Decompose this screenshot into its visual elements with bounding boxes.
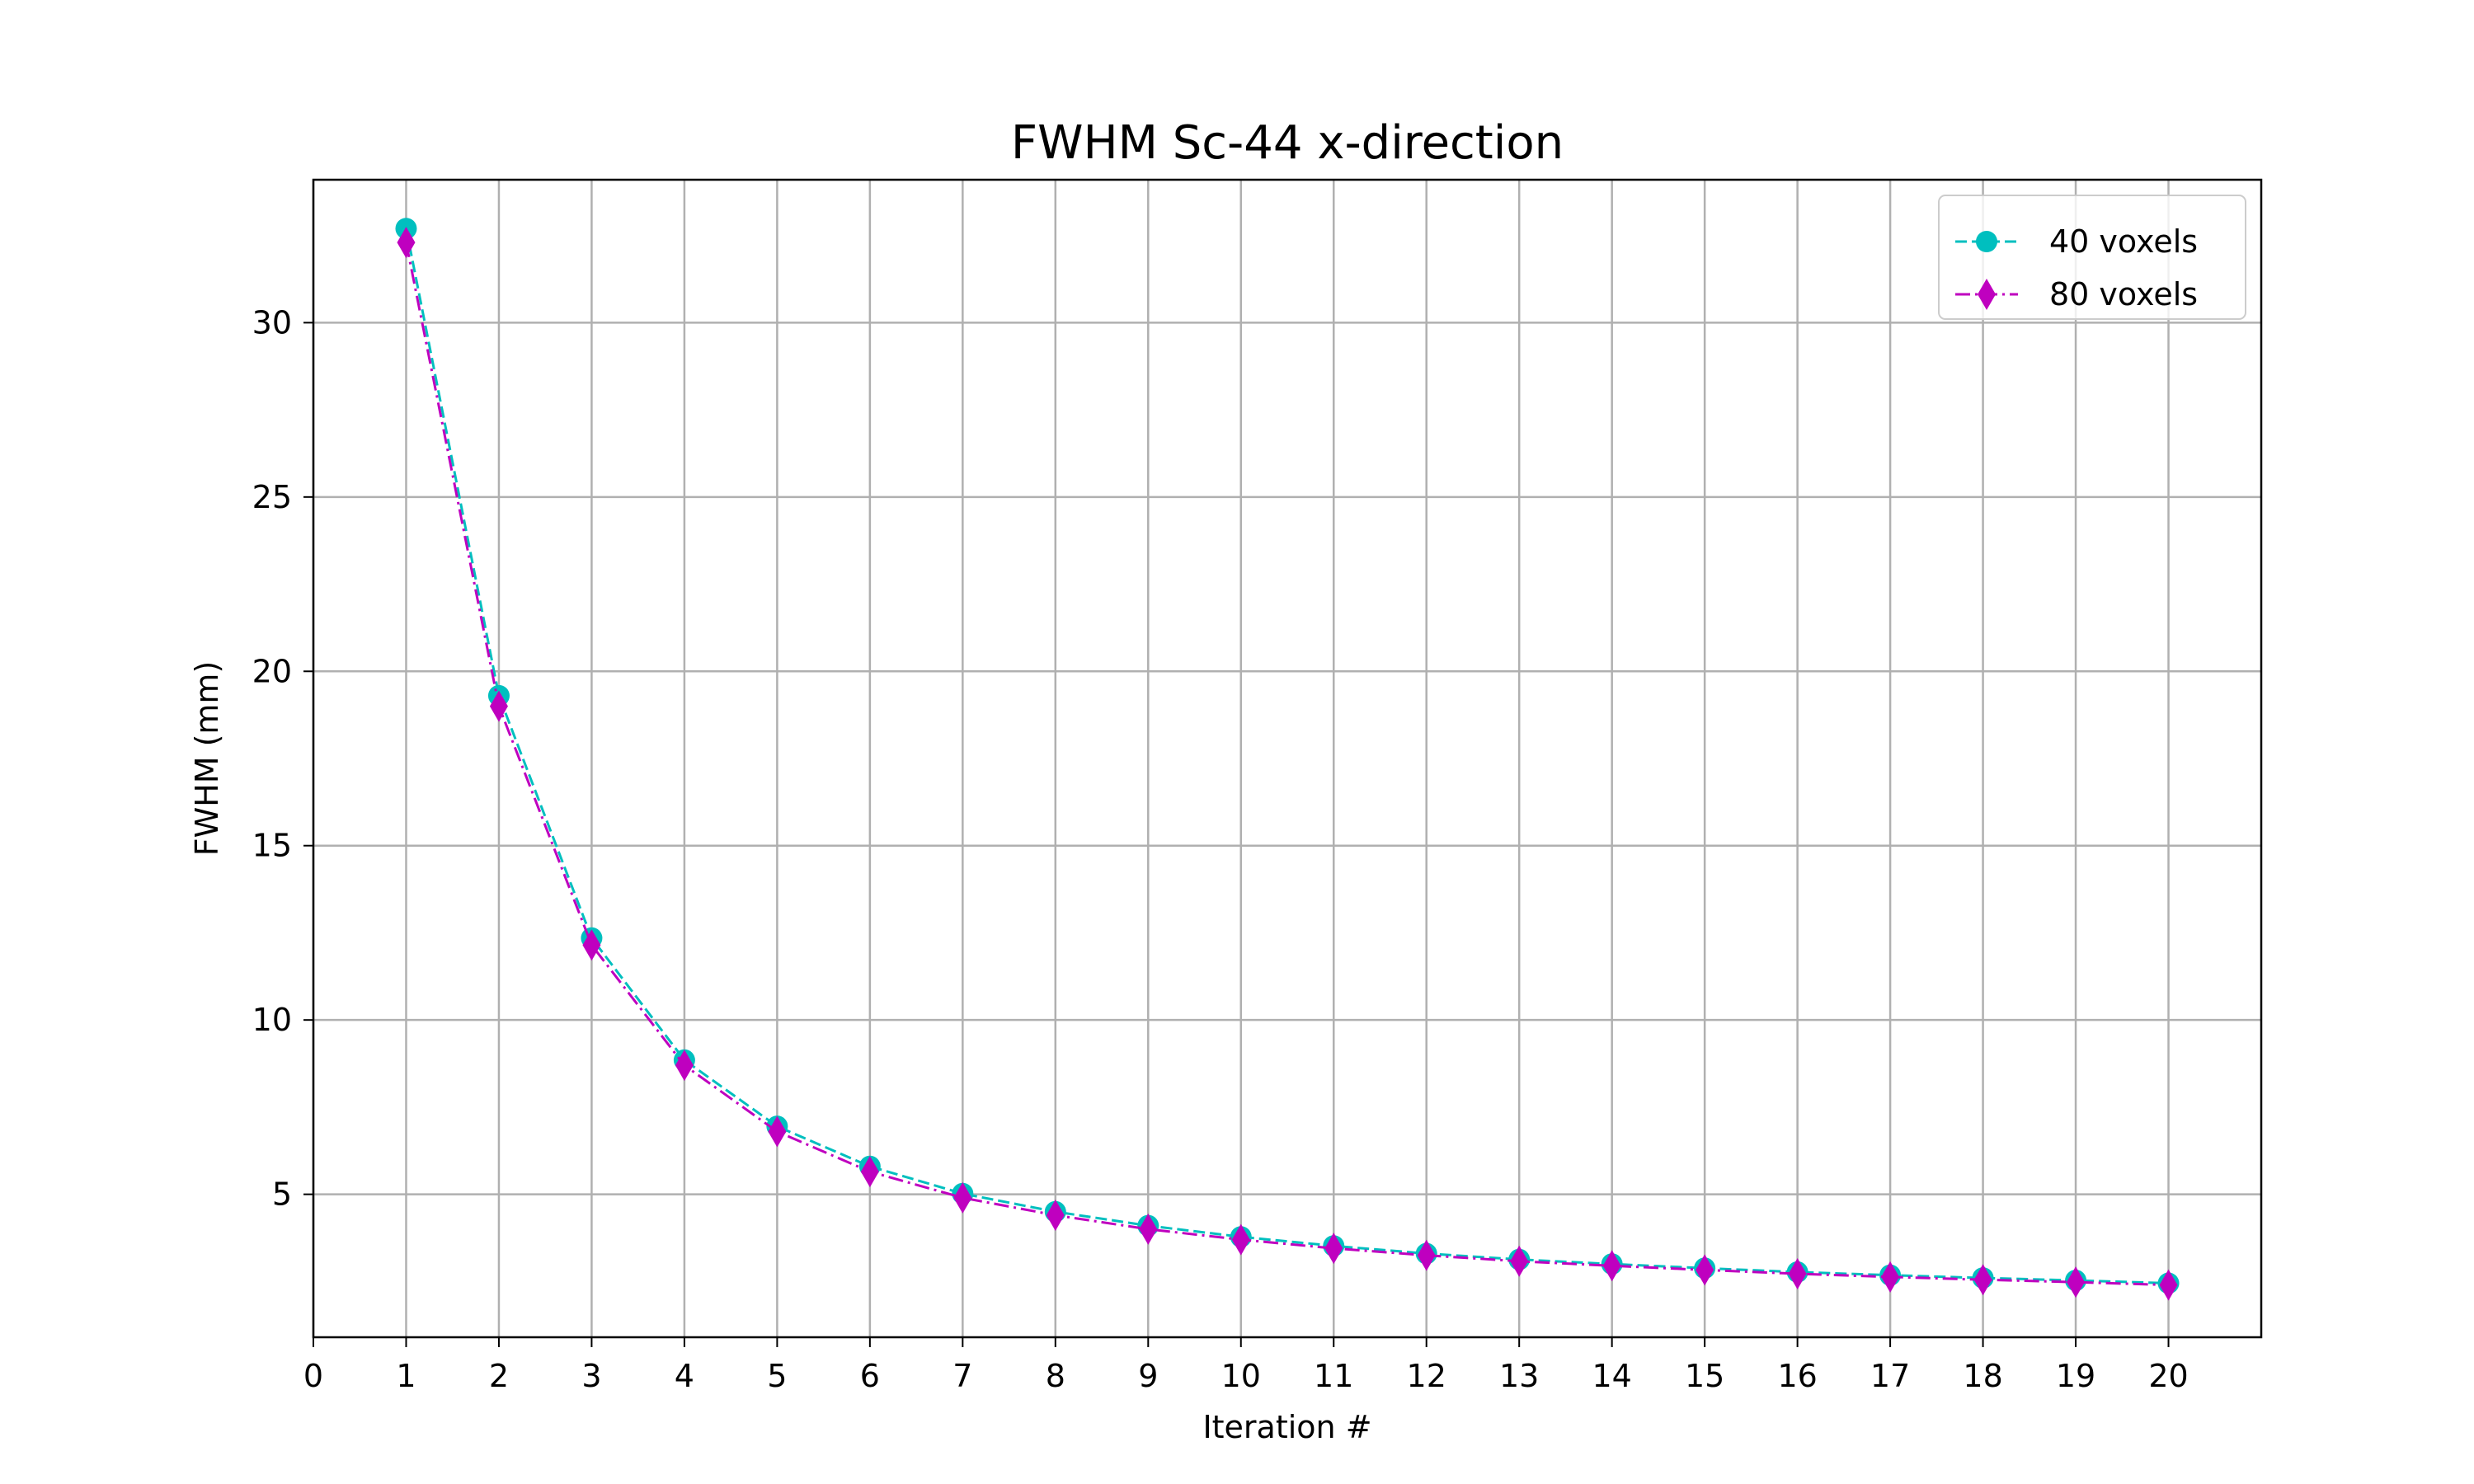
data-point (1976, 231, 1997, 252)
y-tick-label: 15 (252, 828, 292, 864)
data-point (953, 1181, 972, 1214)
y-tick-label: 5 (272, 1176, 292, 1213)
series-line (405, 228, 2169, 1284)
x-tick-label: 2 (489, 1358, 509, 1394)
y-tick-label: 25 (252, 479, 292, 515)
x-tick-label: 8 (1046, 1358, 1065, 1394)
data-point (768, 1115, 787, 1148)
x-tick-label: 3 (581, 1358, 601, 1394)
data-point (1978, 279, 1996, 310)
x-axis-label: Iteration # (1202, 1409, 1371, 1445)
x-tick-label: 1 (396, 1358, 416, 1394)
data-point (675, 1050, 694, 1082)
data-point (1510, 1245, 1529, 1277)
x-tick-label: 9 (1138, 1358, 1158, 1394)
chart-title: FWHM Sc-44 x-direction (1011, 116, 1564, 170)
y-tick-label: 10 (252, 1002, 292, 1038)
x-tick-label: 12 (1407, 1358, 1446, 1394)
y-tick-label: 30 (252, 304, 292, 340)
x-tick-label: 6 (860, 1358, 880, 1394)
legend-label: 80 voxels (2049, 276, 2198, 312)
grid (312, 180, 2261, 1337)
data-point (1788, 1258, 1807, 1290)
y-axis-label: FWHM (mm) (189, 661, 225, 857)
plot-frame (312, 178, 2263, 1339)
x-tick-label: 18 (1963, 1358, 2002, 1394)
x-tick-label: 17 (1870, 1358, 1910, 1394)
x-tick-label: 15 (1685, 1358, 1724, 1394)
x-tick-label: 0 (303, 1358, 323, 1394)
x-tick-label: 19 (2056, 1358, 2095, 1394)
data-point (1231, 1223, 1250, 1256)
legend-item: 80 voxels (1955, 276, 2198, 312)
data-point (1324, 1233, 1343, 1265)
x-tick-label: 13 (1499, 1358, 1539, 1394)
data-point (860, 1156, 879, 1188)
data-point (1881, 1261, 1900, 1293)
data-point (582, 929, 601, 961)
data-point (1602, 1250, 1621, 1282)
data-point (2067, 1266, 2086, 1298)
data-point (397, 227, 416, 259)
x-tick-label: 11 (1314, 1358, 1353, 1394)
x-tick-label: 16 (1777, 1358, 1817, 1394)
legend-label: 40 voxels (2049, 223, 2198, 260)
data-point (1139, 1213, 1158, 1245)
x-tick-label: 14 (1592, 1358, 1631, 1394)
y-tick-label: 20 (252, 653, 292, 689)
data-point (1973, 1264, 1992, 1296)
x-tick-label: 20 (2148, 1358, 2188, 1394)
x-tick-label: 7 (952, 1358, 972, 1394)
legend-box (1938, 195, 2246, 320)
x-tick-label: 10 (1221, 1358, 1261, 1394)
ticks: 0 1 2 3 4 5 6 7 8 9 10 11 12 13 14 15 16 17 18 19 2051015202… (252, 304, 2189, 1394)
x-tick-label: 5 (767, 1358, 787, 1394)
data-point (2159, 1269, 2178, 1301)
data-point (1417, 1239, 1436, 1271)
series-line (405, 242, 2169, 1287)
data-point (489, 690, 508, 722)
legend: 40 voxels 80 voxels (1938, 195, 2246, 320)
data-point (1046, 1199, 1065, 1231)
data-point (1696, 1254, 1714, 1286)
legend-item: 40 voxels (1955, 223, 2198, 260)
x-tick-label: 4 (675, 1358, 694, 1394)
series-2 (397, 227, 2178, 1301)
series-layer (395, 218, 2180, 1301)
